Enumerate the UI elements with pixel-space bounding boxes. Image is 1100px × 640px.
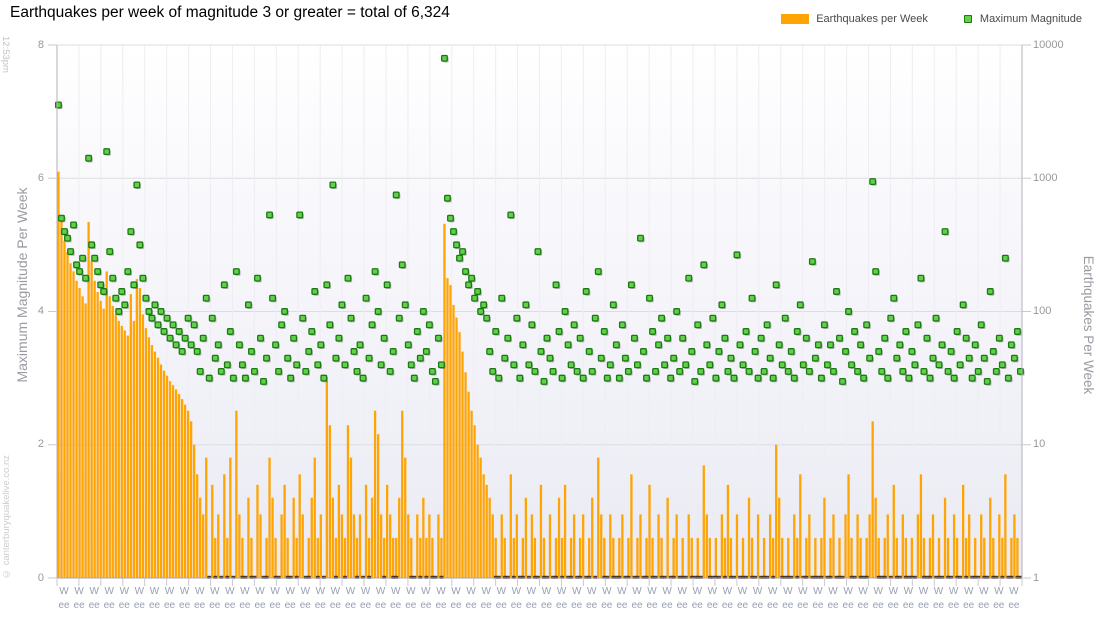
x-axis-week-label: Wee — [661, 586, 673, 611]
x-axis-week-label: Wee — [736, 586, 749, 611]
x-axis-week-label: Wee — [571, 586, 583, 611]
x-axis-week-label: Wee — [556, 586, 568, 611]
left-axis-tick-label: 2 — [37, 438, 44, 451]
axis-lines — [48, 44, 1031, 586]
scatter-series — [55, 54, 1025, 386]
x-axis-week-label: Wee — [1008, 586, 1020, 611]
left-axis-tick-label: 0 — [37, 571, 44, 584]
x-axis-week-label: Wee — [721, 586, 733, 611]
x-axis-week-label: Wee — [435, 586, 447, 611]
x-axis-week-label: Wee — [420, 586, 432, 611]
x-axis-week-label: Wee — [360, 586, 372, 611]
right-axis-tick-label: 10000 — [1033, 38, 1064, 51]
x-axis-week-label: Wee — [752, 586, 764, 611]
legend-marker-label: Maximum Magnitude — [979, 13, 1082, 25]
x-axis-week-label: Wee — [133, 586, 145, 611]
legend-item-earthquakes[interactable]: Earthquakes per Week — [781, 13, 928, 25]
x-axis-week-label: Wee — [797, 586, 809, 611]
x-axis-week-label: Wee — [993, 586, 1005, 611]
x-axis-week-label: Wee — [495, 586, 507, 611]
x-axis-week-label: Wee — [405, 586, 417, 611]
x-axis-week-label: Wee — [646, 586, 658, 611]
chart-title: Earthquakes per week of magnitude 3 or g… — [10, 4, 450, 21]
legend-bar-label: Earthquakes per Week — [816, 13, 928, 25]
square-marker-icon — [963, 15, 972, 23]
x-axis-week-label: Wee — [782, 586, 794, 611]
x-axis-week-label: Wee — [465, 586, 477, 611]
x-axis-week-label: Wee — [103, 586, 115, 611]
left-axis-tick-label: 6 — [37, 171, 44, 184]
x-axis-week-label: Wee — [329, 586, 341, 611]
x-axis-week-label: Wee — [601, 586, 613, 611]
x-axis-week-label: Wee — [88, 586, 100, 611]
x-axis-week-label: Wee — [586, 586, 598, 611]
bar-swatch-icon — [781, 14, 810, 24]
x-axis-week-label: Wee — [706, 586, 718, 611]
x-axis-week-label: Wee — [948, 586, 960, 611]
x-axis-week-label: Wee — [510, 586, 522, 611]
bars-series — [57, 171, 1019, 579]
x-axis-week-label: Wee — [676, 586, 688, 611]
x-axis-week-label: Wee — [842, 586, 854, 611]
x-axis-week-label: Wee — [179, 586, 191, 611]
x-axis-week-label: Wee — [631, 586, 643, 611]
x-axis-week-label: Wee — [917, 586, 930, 611]
x-axis-week-label: Wee — [932, 586, 945, 611]
x-axis-week-label: Wee — [344, 586, 357, 611]
x-axis-week-label: Wee — [314, 586, 326, 611]
x-axis-week-label: Wee — [284, 586, 296, 611]
timestamp-watermark: 12:53pm — [0, 36, 11, 73]
legend-item-magnitude[interactable]: Maximum Magnitude — [938, 13, 1082, 25]
x-axis-week-label: Wee — [767, 586, 779, 611]
right-axis-tick-label: 100 — [1033, 305, 1052, 317]
baseline-marks — [207, 575, 1023, 579]
x-axis-week-label: Wee — [857, 586, 869, 611]
x-axis-week-label: Wee — [827, 586, 839, 611]
left-axis-tick-label: 8 — [37, 38, 44, 51]
x-axis-week-label: Wee — [73, 586, 85, 611]
x-axis-week-label: Wee — [978, 586, 990, 611]
x-axis-week-label: Wee — [239, 586, 251, 611]
x-axis-week-label: Wee — [540, 586, 553, 611]
x-axis-week-label: Wee — [963, 586, 975, 611]
x-axis-week-label: Wee — [450, 586, 462, 611]
x-axis-week-label: Wee — [872, 586, 884, 611]
x-axis-week-label: Wee — [269, 586, 281, 611]
x-axis-week-label: Wee — [194, 586, 206, 611]
x-axis-week-label: Wee — [209, 586, 221, 611]
x-axis-week-label: Wee — [616, 586, 628, 611]
x-axis-week-label: Wee — [118, 586, 130, 611]
x-axis-week-label: Wee — [480, 586, 492, 611]
x-axis-week-label: Wee — [224, 586, 236, 611]
left-axis-tick-label: 4 — [37, 305, 44, 317]
x-axis-week-label: Wee — [375, 586, 387, 611]
x-axis-week-label: Wee — [691, 586, 703, 611]
right-axis-tick-label: 10 — [1033, 438, 1046, 451]
x-axis-week-label: Wee — [254, 586, 266, 611]
right-axis-tick-label: 1000 — [1033, 171, 1058, 184]
x-axis-week-label: Wee — [902, 586, 914, 611]
x-axis-week-label: Wee — [299, 586, 311, 611]
legend: Earthquakes per Week Maximum Magnitude — [781, 13, 1082, 25]
x-axis-week-label: Wee — [390, 586, 402, 611]
right-axis-tick-label: 1 — [1033, 571, 1040, 584]
x-axis-week-label: Wee — [148, 586, 161, 611]
x-axis-week-label: Wee — [812, 586, 824, 611]
x-axis-week-label: Wee — [525, 586, 537, 611]
x-axis-week-label: Wee — [58, 586, 70, 611]
x-axis-week-label: Wee — [163, 586, 176, 611]
x-axis-week-label: Wee — [887, 586, 899, 611]
